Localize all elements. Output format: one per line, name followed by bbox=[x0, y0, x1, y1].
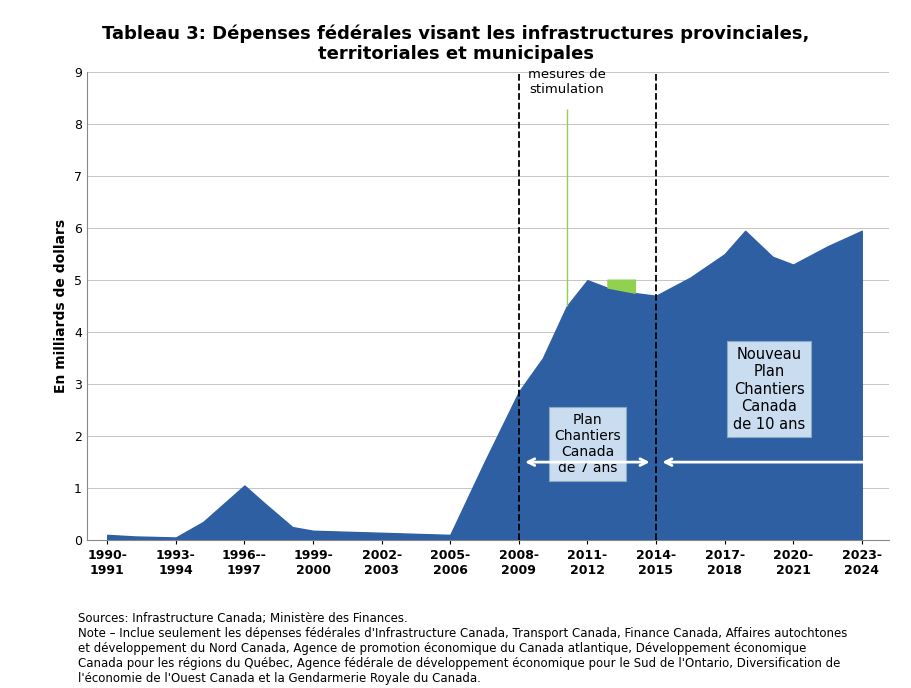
Text: Plan
Chantiers
Canada
de 7 ans: Plan Chantiers Canada de 7 ans bbox=[554, 413, 620, 475]
Y-axis label: En milliards de dollars: En milliards de dollars bbox=[54, 219, 68, 394]
Text: Sources: Infrastructure Canada; Ministère des Finances.
Note – Inclue seulement : Sources: Infrastructure Canada; Ministèr… bbox=[77, 612, 846, 685]
Text: Tableau 3: Dépenses fédérales visant les infrastructures provinciales,
territori: Tableau 3: Dépenses fédérales visant les… bbox=[102, 24, 809, 63]
Text: mesures de
stimulation: mesures de stimulation bbox=[527, 67, 605, 96]
Text: Nouveau
Plan
Chantiers
Canada
de 10 ans: Nouveau Plan Chantiers Canada de 10 ans bbox=[732, 347, 804, 431]
